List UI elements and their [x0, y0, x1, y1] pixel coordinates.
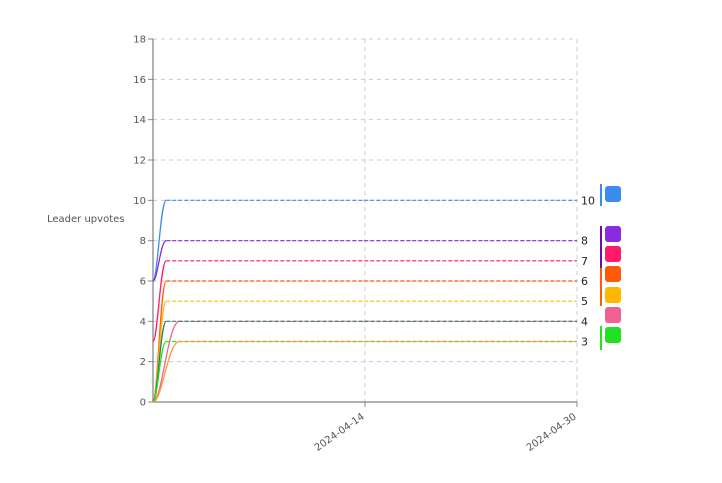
y-tick-label: 2 — [140, 357, 146, 368]
legend-swatch — [605, 226, 621, 242]
series-line — [152, 340, 180, 403]
y-tick-label: 10 — [133, 196, 146, 207]
end-label: 3 — [581, 336, 588, 349]
x-tick-label: 2024-04-30 — [525, 411, 579, 453]
end-label: 4 — [581, 315, 588, 328]
y-tick-label: 6 — [140, 277, 146, 288]
end-label: 6 — [581, 275, 588, 288]
legend-swatch — [605, 307, 621, 323]
legend-swatch — [605, 246, 621, 262]
legend-swatch — [605, 327, 621, 343]
y-tick-label: 18 — [133, 35, 146, 46]
legend-swatch — [605, 287, 621, 303]
y-tick-label: 8 — [140, 236, 146, 247]
legend-swatch — [605, 266, 621, 282]
end-label: 5 — [581, 295, 588, 308]
y-tick-label: 0 — [140, 398, 146, 409]
end-label: 8 — [581, 235, 588, 248]
series-line — [152, 240, 167, 282]
series-line — [152, 260, 167, 343]
x-tick-label: 2024-04-14 — [313, 411, 367, 453]
y-axis-label: Leader upvotes — [47, 214, 125, 225]
y-tick-label: 4 — [140, 317, 146, 328]
y-tick-label: 12 — [133, 156, 146, 167]
y-tick-label: 14 — [133, 115, 146, 126]
end-label: 7 — [581, 255, 588, 268]
end-label: 10 — [581, 194, 595, 207]
series-line — [152, 340, 167, 403]
y-tick-label: 16 — [133, 75, 146, 86]
legend-swatch — [605, 186, 621, 202]
